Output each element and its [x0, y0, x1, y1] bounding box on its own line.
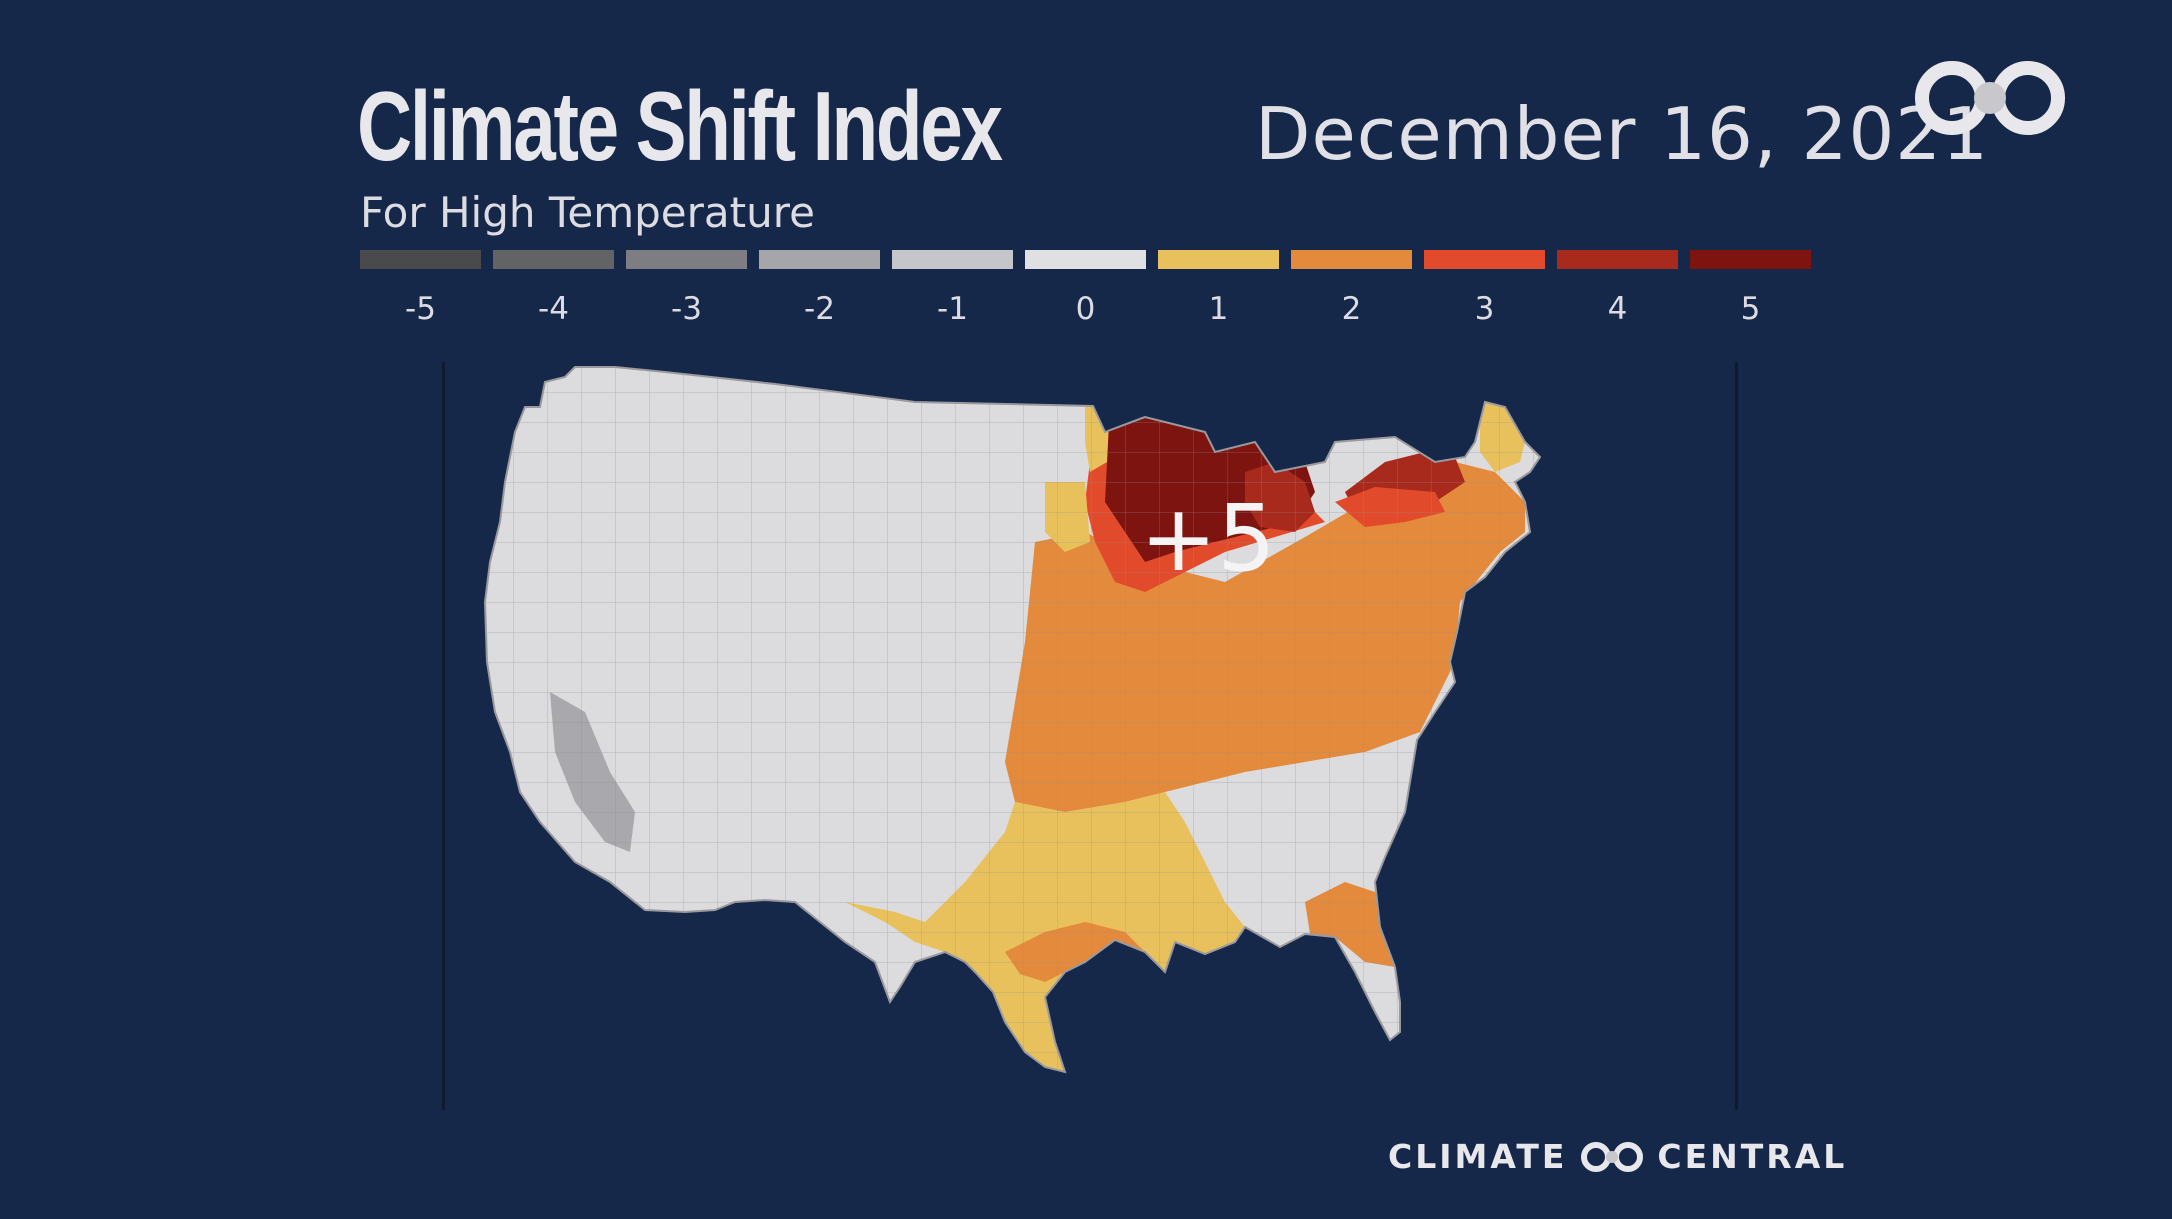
- legend-item: 1: [1158, 250, 1279, 327]
- color-legend: -5 -4 -3 -2 -1 0 1 2 3 4 5: [360, 250, 1812, 327]
- legend-swatch: [626, 250, 747, 269]
- date-label: December 16, 2021: [1255, 92, 1989, 176]
- legend-swatch: [1158, 250, 1279, 269]
- legend-swatch: [1025, 250, 1146, 269]
- legend-item: 4: [1557, 250, 1678, 327]
- legend-item: -3: [626, 250, 747, 327]
- legend-item: -2: [759, 250, 880, 327]
- footer-brand: CLIMATE CENTRAL: [1388, 1137, 1847, 1176]
- legend-label: -5: [405, 291, 436, 327]
- brand-right-text: CENTRAL: [1657, 1137, 1848, 1176]
- brand-logo-icon: [1581, 1141, 1644, 1172]
- legend-item: -4: [493, 250, 614, 327]
- legend-label: 5: [1740, 291, 1761, 327]
- legend-label: 3: [1474, 291, 1495, 327]
- map-callout: +5: [1140, 485, 1276, 592]
- legend-swatch: [1291, 250, 1412, 269]
- brand-left-text: CLIMATE: [1388, 1137, 1568, 1176]
- legend-swatch: [892, 250, 1013, 269]
- legend-swatch: [759, 250, 880, 269]
- legend-swatch: [360, 250, 481, 269]
- legend-item: 2: [1291, 250, 1412, 327]
- page-subtitle: For High Temperature: [360, 188, 815, 237]
- page-title: Climate Shift Index: [357, 71, 1003, 181]
- legend-label: -4: [538, 291, 569, 327]
- legend-label: -2: [804, 291, 835, 327]
- legend-item: -1: [892, 250, 1013, 327]
- legend-label: -3: [671, 291, 702, 327]
- legend-swatch: [1690, 250, 1811, 269]
- legend-item: 5: [1690, 250, 1811, 327]
- legend-swatch: [1424, 250, 1545, 269]
- legend-label: 4: [1607, 291, 1628, 327]
- legend-item: 3: [1424, 250, 1545, 327]
- legend-label: 0: [1075, 291, 1096, 327]
- legend-item: -5: [360, 250, 481, 327]
- legend-label: 1: [1208, 291, 1229, 327]
- map-frame: [442, 362, 1738, 1110]
- legend-label: -1: [937, 291, 968, 327]
- legend-item: 0: [1025, 250, 1146, 327]
- climate-central-logo-icon: [1915, 61, 2065, 135]
- us-map: [484, 366, 1541, 1073]
- legend-label: 2: [1341, 291, 1362, 327]
- legend-swatch: [493, 250, 614, 269]
- legend-swatch: [1557, 250, 1678, 269]
